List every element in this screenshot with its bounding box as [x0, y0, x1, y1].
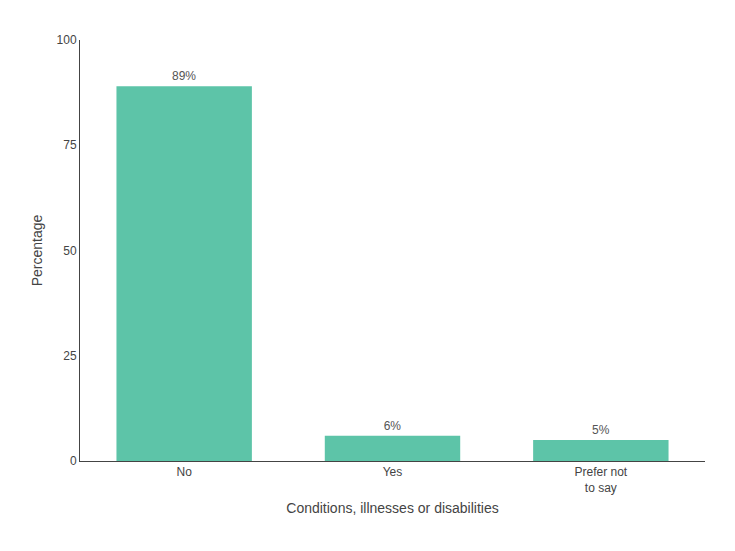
svg-text:6%: 6%	[384, 419, 402, 433]
svg-text:89%: 89%	[172, 69, 196, 83]
svg-text:Prefer notto say: Prefer notto say	[574, 465, 627, 495]
svg-text:25: 25	[63, 349, 77, 363]
svg-text:0: 0	[70, 454, 77, 468]
svg-text:5%: 5%	[592, 423, 610, 437]
svg-text:100: 100	[57, 33, 77, 47]
svg-text:Percentage: Percentage	[29, 214, 45, 286]
svg-text:Yes: Yes	[383, 465, 403, 479]
svg-text:75: 75	[63, 138, 77, 152]
svg-text:Conditions, illnesses or disab: Conditions, illnesses or disabilities	[286, 500, 498, 516]
svg-text:No: No	[176, 465, 192, 479]
svg-text:50: 50	[63, 244, 77, 258]
